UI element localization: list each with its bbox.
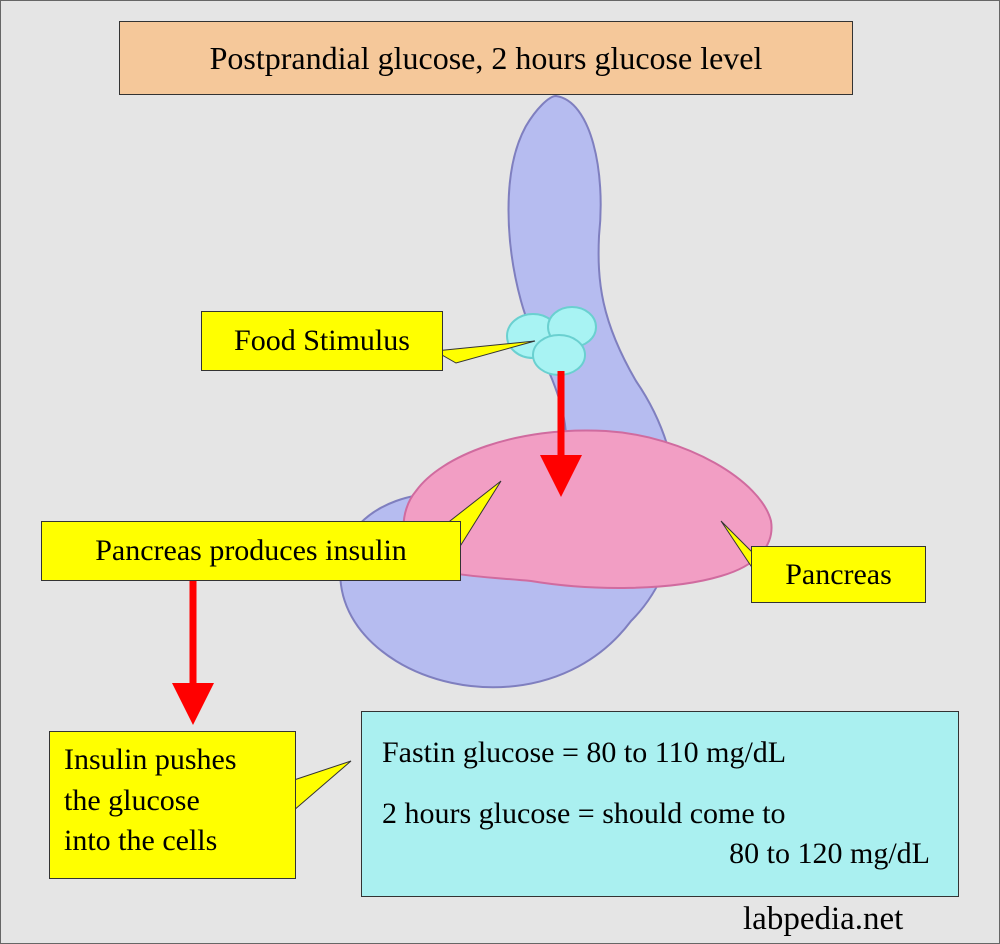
values-line2a: 2 hours glucose = should come to [382,797,786,830]
callout-prodins-text: Pancreas produces insulin [95,534,407,568]
callout-pancreas-text: Pancreas [785,558,892,592]
callout-pancreas-label: Pancreas [751,546,926,603]
food-shape [507,307,596,375]
stomach-shape [340,96,676,687]
diagram-title: Postprandial glucose, 2 hours glucose le… [119,21,853,95]
callout-food-text: Food Stimulus [234,324,410,358]
diagram-title-text: Postprandial glucose, 2 hours glucose le… [210,40,763,77]
callout-insulinpush-text: Insulin pushes the glucose into the cell… [64,740,237,862]
tail-food [435,341,535,363]
watermark: labpedia.net [743,901,903,938]
values-line2b: 80 to 120 mg/dL [382,834,938,875]
diagram-canvas: Postprandial glucose, 2 hours glucose le… [0,0,1000,944]
tail-insulinpush [291,761,351,811]
callout-insulin-pushes: Insulin pushes the glucose into the cell… [49,731,296,879]
callout-produces-insulin: Pancreas produces insulin [41,521,461,581]
values-line1: Fastin glucose = 80 to 110 mg/dL [382,733,938,774]
watermark-text: labpedia.net [743,901,903,937]
callout-food-stimulus: Food Stimulus [201,311,443,371]
values-line2: 2 hours glucose = should come to 80 to 1… [382,794,938,875]
values-box: Fastin glucose = 80 to 110 mg/dL 2 hours… [361,711,959,897]
